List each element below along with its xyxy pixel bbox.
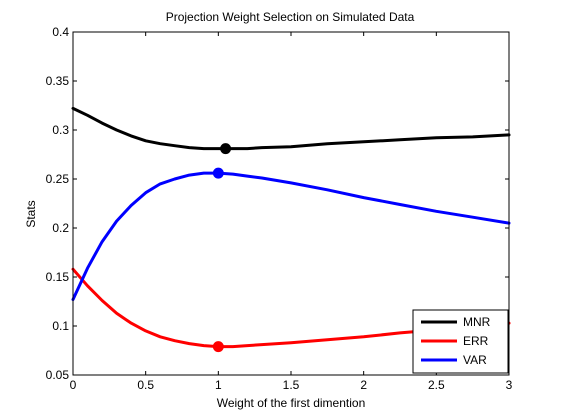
legend-label-err: ERR bbox=[463, 334, 489, 348]
y-tick-label: 0.1 bbox=[52, 319, 69, 333]
y-tick-label: 0.25 bbox=[46, 172, 70, 186]
x-tick-label: 0 bbox=[70, 378, 77, 392]
y-tick-label: 0.2 bbox=[52, 221, 69, 235]
x-tick-label: 0.5 bbox=[137, 378, 154, 392]
x-tick-label: 2 bbox=[360, 378, 367, 392]
series-marker-err bbox=[213, 342, 223, 352]
x-axis-label: Weight of the first dimention bbox=[217, 396, 366, 410]
chart-title: Projection Weight Selection on Simulated… bbox=[166, 10, 415, 24]
legend-label-mnr: MNR bbox=[463, 315, 491, 329]
y-tick-label: 0.15 bbox=[46, 270, 70, 284]
y-tick-label: 0.3 bbox=[52, 123, 69, 137]
x-tick-label: 1.5 bbox=[283, 378, 300, 392]
y-axis-label: Stats bbox=[24, 200, 38, 227]
series-marker-var bbox=[213, 168, 223, 178]
y-tick-label: 0.35 bbox=[46, 74, 70, 88]
x-tick-label: 3 bbox=[506, 378, 513, 392]
legend: MNR ERR VAR bbox=[413, 310, 508, 373]
y-tick-label: 0.4 bbox=[52, 25, 69, 39]
series-marker-mnr bbox=[221, 144, 231, 154]
x-tick-label: 2.5 bbox=[428, 378, 445, 392]
y-tick-label: 0.05 bbox=[46, 368, 70, 382]
x-tick-label: 1 bbox=[215, 378, 222, 392]
legend-label-var: VAR bbox=[463, 353, 487, 367]
